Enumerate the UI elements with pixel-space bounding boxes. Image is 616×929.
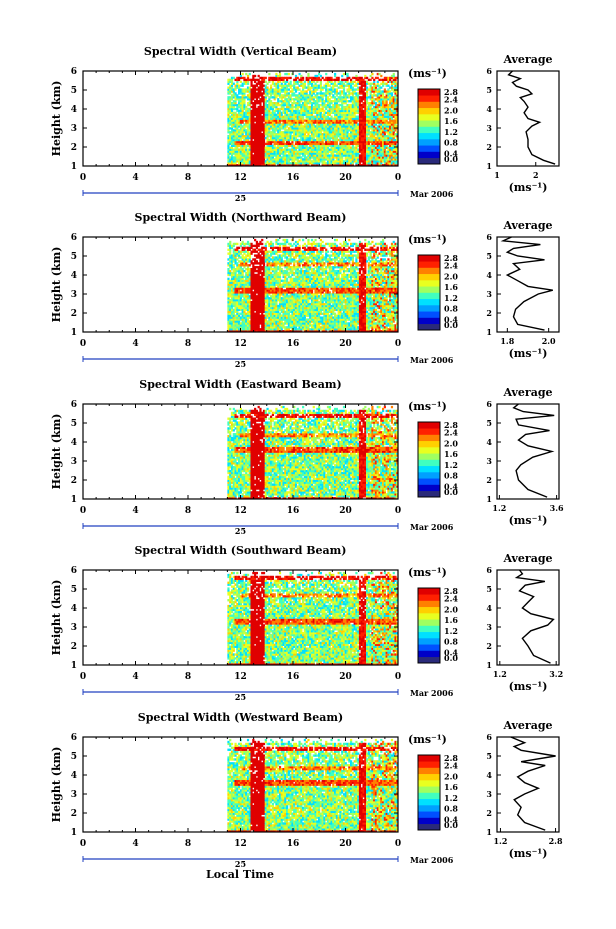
profile-y-tick-label: 5 — [486, 85, 492, 95]
colorbar-swatch — [418, 114, 440, 121]
heatmap-cell — [279, 73, 281, 75]
heatmap-cell — [242, 73, 244, 75]
heatmap-cell — [334, 73, 336, 75]
heatmap-cell — [249, 73, 251, 75]
heatmap-cell — [325, 73, 327, 75]
x-tick-label: 16 — [287, 173, 300, 183]
heatmap-cell — [261, 239, 263, 241]
panel-0: Spectral Width (Vertical Beam)0 4 8 12 16 20 0… — [50, 45, 559, 203]
panel-title: Spectral Width (Vertical Beam) — [144, 45, 337, 58]
x-tick-label: 8 — [185, 173, 191, 183]
colorbar-tick-label: 0.4 — [444, 148, 458, 158]
colorbar-swatch — [418, 145, 440, 152]
heatmap-cell — [307, 73, 309, 75]
profile-x-tick-label: 1 — [494, 170, 500, 180]
y-tick-label: 1 — [71, 162, 77, 172]
heatmap-cell — [290, 77, 292, 79]
panel-1: Spectral Width (Northward Beam)0 4 8 12 16 20… — [50, 211, 559, 369]
x-tick-label: 4 — [132, 173, 138, 183]
profile-title: Average — [502, 53, 552, 66]
colorbar-swatch — [418, 95, 440, 102]
colorbar-tick-label: 2.0 — [444, 105, 458, 115]
heatmap-cells — [227, 73, 398, 166]
heatmap-cell — [371, 73, 373, 75]
y-tick-label: 2 — [71, 143, 77, 153]
colorbar-tick-label: 0.8 — [444, 138, 458, 148]
colorbar-swatch — [418, 158, 440, 165]
y-axis-label: Height (km) — [50, 81, 63, 157]
date-label: Mar 2006 — [410, 189, 454, 199]
x-tick-label: 20 — [339, 173, 352, 183]
heatmap-cell — [302, 77, 304, 79]
heatmap-cell — [254, 75, 256, 77]
colorbar-unit: (ms⁻¹) — [408, 67, 447, 80]
profile-y-tick-label: 3 — [486, 123, 492, 133]
colorbar-swatch — [418, 152, 440, 159]
colorbar-swatch — [418, 120, 440, 127]
heatmap-cell — [380, 75, 382, 77]
colorbar-swatch — [418, 139, 440, 146]
heatmap-cell — [393, 73, 395, 75]
colorbar-tick-label: 1.2 — [444, 127, 458, 137]
heatmap-cell — [338, 77, 340, 79]
colorbar-tick-label: 1.6 — [444, 116, 458, 126]
colorbar-swatch — [418, 108, 440, 115]
colorbar-swatch — [418, 102, 440, 109]
y-tick-label: 5 — [71, 86, 77, 96]
panel-title: Spectral Width (Northward Beam) — [135, 211, 347, 224]
x-tick-label: 0 — [80, 173, 86, 183]
heatmap-cell — [268, 73, 270, 75]
heatmap-cell — [346, 73, 348, 75]
heatmap-cell — [229, 241, 231, 243]
heatmap-cell — [290, 81, 292, 83]
colorbar-swatch — [418, 89, 440, 96]
x-tick-label: 0 — [395, 173, 401, 183]
x-tick-label: 12 — [234, 173, 247, 183]
y-tick-label: 6 — [71, 67, 77, 77]
heatmap-cell — [288, 73, 290, 75]
profile-y-tick-label: 1 — [486, 161, 492, 171]
profile-line — [509, 71, 555, 164]
heatmap-cell — [261, 243, 263, 245]
colorbar-swatch — [418, 127, 440, 134]
profile-y-tick-label: 2 — [486, 142, 492, 152]
figure: Spectral Width (Vertical Beam)0 4 8 12 16 20 0… — [0, 0, 616, 929]
heatmap-cell — [236, 243, 238, 245]
heatmap-cells — [227, 239, 398, 333]
day-label: 25 — [235, 193, 246, 203]
colorbar-tick-label: 2.8 — [444, 87, 458, 97]
heatmap-cell — [265, 77, 267, 79]
profile-xlabel: (ms⁻¹) — [509, 181, 548, 194]
profile-y-tick-label: 6 — [486, 66, 492, 76]
y-tick-label: 3 — [71, 124, 77, 134]
colorbar-swatch — [418, 133, 440, 140]
y-tick-label: 4 — [71, 105, 77, 115]
profile-y-tick-label: 4 — [486, 104, 492, 114]
profile-x-tick-label: 2 — [533, 170, 539, 180]
